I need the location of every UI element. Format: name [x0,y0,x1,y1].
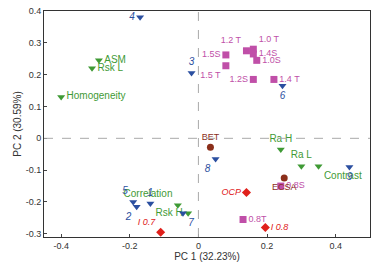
svg-text:7: 7 [188,217,194,228]
svg-text:1.5S: 1.5S [202,49,221,59]
svg-text:-0.1: -0.1 [26,165,42,175]
svg-text:ASM: ASM [104,54,126,65]
svg-text:0.2: 0.2 [29,70,42,80]
svg-text:0: 0 [196,241,201,251]
svg-text:Rsk L: Rsk L [97,62,123,73]
svg-text:4: 4 [129,11,135,22]
svg-text:5: 5 [122,185,128,196]
svg-text:2: 2 [125,211,132,222]
svg-text:-0.2: -0.2 [122,241,138,251]
svg-text:-0.4: -0.4 [53,241,69,251]
svg-text:3: 3 [189,56,195,67]
svg-text:1.0 T: 1.0 T [259,34,280,44]
svg-text:Correlation: Correlation [124,188,173,199]
svg-text:BET: BET [202,132,220,142]
svg-text:0.1: 0.1 [29,102,42,112]
svg-text:1.2 T: 1.2 T [221,35,242,45]
svg-text:9: 9 [347,171,353,182]
svg-text:I 0.8: I 0.8 [271,222,289,232]
svg-text:1.4 T: 1.4 T [279,74,300,84]
svg-text:I 0.7: I 0.7 [138,217,157,227]
svg-text:1.0S: 1.0S [262,55,281,65]
svg-text:0.4: 0.4 [329,241,342,251]
svg-text:Homogeneity: Homogeneity [67,90,126,101]
svg-text:Contrast: Contrast [324,170,362,181]
svg-text:Rsk H: Rsk H [156,207,183,218]
svg-text:0.4: 0.4 [29,6,42,16]
svg-text:1.2S: 1.2S [229,74,248,84]
svg-text:1.4S: 1.4S [259,48,278,58]
svg-text:Ra L: Ra L [291,149,313,160]
svg-text:-0.3: -0.3 [26,229,42,239]
svg-text:Ra H: Ra H [269,133,292,144]
svg-text:0.2: 0.2 [261,241,274,251]
svg-text:0.8T: 0.8T [248,214,267,224]
svg-text:6: 6 [280,90,286,101]
svg-text:PC 2 (30.59%): PC 2 (30.59%) [12,91,23,157]
svg-text:PC 1 (32.23%): PC 1 (32.23%) [174,251,240,262]
svg-text:8: 8 [205,163,211,174]
svg-text:1: 1 [148,187,154,198]
svg-text:0: 0 [36,133,41,143]
svg-text:OCP: OCP [222,187,242,197]
svg-text:1.5 T: 1.5 T [200,70,221,80]
svg-text:0.8S: 0.8S [286,180,305,190]
svg-text:-0.2: -0.2 [26,197,42,207]
svg-text:0.3: 0.3 [29,38,42,48]
svg-text:ECSA: ECSA [272,182,297,192]
